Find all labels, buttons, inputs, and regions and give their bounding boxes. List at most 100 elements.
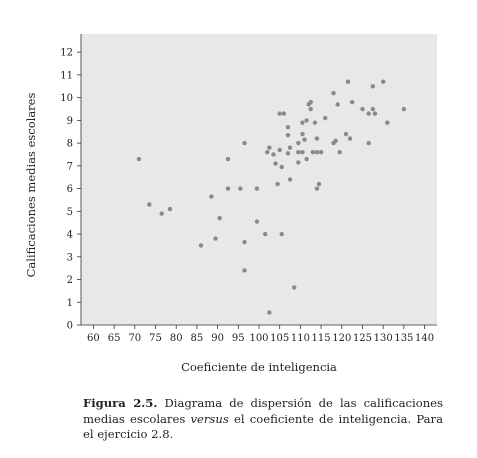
- y-tick-label: 1: [67, 298, 73, 309]
- data-point: [285, 132, 291, 138]
- data-point: [238, 186, 243, 191]
- y-tick-label: 5: [67, 207, 73, 218]
- y-tick-label: 6: [67, 184, 73, 195]
- caption-italic: versus: [190, 411, 229, 426]
- data-point: [267, 310, 272, 315]
- y-tick-label: 12: [60, 48, 73, 59]
- data-point: [333, 138, 338, 144]
- data-point: [271, 152, 276, 157]
- data-point: [347, 136, 353, 141]
- data-point: [343, 131, 349, 137]
- caption-label: Figura 2.5.: [83, 396, 158, 410]
- x-tick-label: 95: [232, 333, 245, 344]
- data-point: [366, 140, 371, 146]
- x-tick-label: 110: [291, 333, 310, 344]
- y-tick-label: 3: [67, 252, 73, 263]
- data-point: [385, 120, 390, 125]
- x-tick-label: 70: [128, 333, 141, 344]
- data-point: [287, 177, 293, 182]
- y-tick-label: 11: [60, 70, 73, 81]
- data-point: [273, 161, 278, 166]
- y-tick-label: 9: [67, 116, 73, 127]
- data-point: [314, 136, 320, 141]
- data-point: [225, 156, 231, 162]
- data-point: [300, 131, 305, 137]
- data-point: [296, 150, 301, 155]
- x-tick-label: 115: [312, 333, 331, 344]
- data-point: [147, 202, 152, 207]
- data-point: [316, 181, 322, 187]
- x-tick-label: 130: [374, 333, 393, 344]
- data-point: [323, 115, 328, 121]
- data-point: [287, 145, 293, 150]
- y-tick-label: 7: [67, 161, 73, 172]
- data-point: [277, 111, 282, 116]
- data-point: [349, 100, 355, 105]
- data-point: [136, 156, 142, 162]
- data-point: [267, 145, 272, 150]
- data-point: [345, 79, 351, 84]
- y-axis-label: Calificaciones medias escolares: [24, 93, 38, 278]
- data-point: [242, 140, 247, 146]
- data-point: [217, 215, 222, 221]
- data-point: [314, 150, 320, 155]
- caption-text-2: el coeficiente de inteligencia. Para el …: [83, 411, 444, 442]
- data-point: [285, 151, 291, 156]
- data-point: [380, 79, 386, 84]
- data-point: [265, 150, 270, 155]
- y-tick-label: 0: [67, 321, 73, 332]
- x-tick-label: 105: [270, 333, 289, 344]
- x-tick-label: 140: [415, 333, 434, 344]
- data-point: [312, 120, 318, 125]
- data-point: [285, 125, 291, 130]
- data-point: [167, 206, 173, 212]
- x-tick-label: 65: [108, 333, 121, 344]
- data-point: [372, 111, 378, 116]
- data-point: [304, 118, 309, 123]
- data-point: [209, 194, 214, 199]
- x-axis-label: Coeficiente de inteligencia: [181, 360, 337, 374]
- data-point: [370, 106, 376, 112]
- data-point: [335, 102, 340, 107]
- x-tick-label: 120: [332, 333, 351, 344]
- data-point: [254, 186, 260, 191]
- data-point: [159, 211, 164, 216]
- x-tick-label: 125: [353, 333, 372, 344]
- data-point: [242, 268, 247, 273]
- data-point: [366, 111, 371, 116]
- x-tick-label: 75: [149, 333, 162, 344]
- data-point: [291, 285, 297, 290]
- caption-text-1: Diagrama de dispersión de las calificaci…: [83, 396, 443, 426]
- data-point: [281, 111, 287, 116]
- data-point: [254, 219, 260, 224]
- data-point: [318, 150, 324, 155]
- y-tick-label: 8: [67, 139, 73, 150]
- data-point: [304, 156, 309, 162]
- plot-area: [81, 34, 437, 325]
- data-point: [300, 150, 305, 155]
- y-tick-label: 4: [67, 230, 73, 241]
- data-points: [136, 79, 407, 315]
- x-tick-label: 60: [87, 333, 100, 344]
- data-point: [310, 150, 316, 155]
- x-tick-label: 135: [394, 333, 413, 344]
- data-point: [296, 140, 301, 146]
- data-point: [277, 147, 282, 153]
- data-point: [242, 239, 247, 245]
- data-point: [300, 120, 305, 125]
- x-tick-label: 85: [191, 333, 204, 344]
- data-point: [296, 160, 301, 165]
- y-tick-label: 10: [60, 93, 73, 104]
- data-point: [370, 84, 376, 89]
- data-point: [308, 106, 313, 112]
- x-tick-label: 90: [211, 333, 224, 344]
- data-point: [213, 236, 218, 241]
- data-point: [360, 106, 365, 112]
- x-tick-label: 80: [170, 333, 183, 344]
- data-point: [263, 231, 268, 237]
- data-point: [337, 150, 342, 155]
- data-point: [275, 181, 280, 187]
- data-point: [401, 106, 407, 112]
